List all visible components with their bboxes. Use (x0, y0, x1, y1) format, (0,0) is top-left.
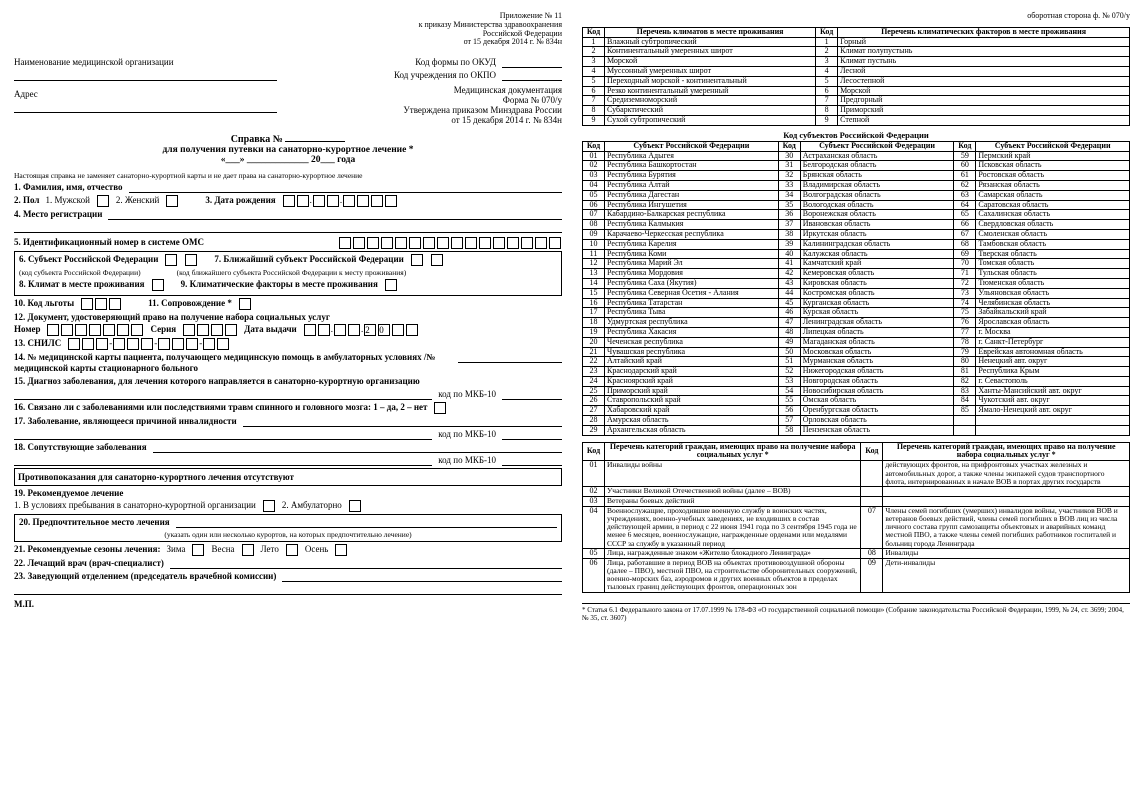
f11-label: 11. Сопровождение * (148, 298, 232, 310)
mp-label: М.П. (14, 599, 562, 609)
okpo-label: Код учреждения по ОКПО (394, 70, 496, 81)
back-corner: оборотная сторона ф. № 070/у (582, 12, 1130, 21)
doc-hdr-1: Форма № 070/у (299, 95, 562, 105)
categories-table: КодПеречень категорий граждан, имеющих п… (582, 442, 1130, 593)
f12-label: 12. Документ, удостоверяющий право на по… (14, 312, 330, 322)
note: Настоящая справка не заменяет санаторно-… (14, 171, 562, 180)
form-title: Справка № для получения путевки на санат… (14, 131, 562, 165)
escort-box[interactable] (239, 298, 251, 310)
f2a: 1. Мужской (45, 195, 89, 207)
subjects-title: Код субъектов Российской Федерации (582, 130, 1130, 140)
f18-label: 18. Сопутствующие заболевания (14, 442, 147, 453)
f7-sub: (код ближайшего субъекта Российской Феде… (177, 268, 407, 277)
f10-label: 10. Код льготы (14, 298, 74, 310)
f20-sub: (указать один или несколько курортов, на… (19, 530, 557, 539)
doc-hdr-0: Медицинская документация (299, 85, 562, 95)
f7-label: 7. Ближайший субъект Российской Федераци… (214, 254, 403, 266)
s3: Лето (261, 544, 279, 556)
f14-label: 14. № медицинской карты пациента, получа… (14, 352, 452, 374)
docnum-boxes[interactable] (46, 324, 144, 336)
female-box[interactable] (166, 195, 178, 207)
okud-label: Код формы по ОКУД (415, 57, 496, 68)
climates-table: КодПеречень климатов в месте проживания … (582, 27, 1130, 126)
org-label: Наименование медицинской организации (14, 57, 174, 68)
winter-box[interactable] (192, 544, 204, 556)
f19b: 2. Амбулаторно (282, 500, 342, 512)
docdate-boxes[interactable]: ..20 (303, 324, 420, 336)
doc-hdr-3: от 15 декабря 2014 г. № 834н (299, 115, 562, 125)
f12s: Серия (150, 324, 176, 336)
f5-label: 5. Идентификационный номер в системе ОМС (14, 237, 204, 249)
f20-label: 20. Предпочтительное место лечения (19, 517, 170, 528)
f23-label: 23. Заведующий отделением (председатель … (14, 571, 276, 582)
f9-label: 9. Климатические факторы в месте прожива… (181, 279, 378, 291)
f8-label: 8. Климат в месте проживания (19, 279, 145, 291)
doc-hdr-2: Утверждена приказом Минздрава России (299, 105, 562, 115)
f12n: Номер (14, 324, 40, 336)
inpatient-box[interactable] (263, 500, 275, 512)
f2-label: 2. Пол (14, 195, 39, 207)
spring-box[interactable] (242, 544, 254, 556)
address-label: Адрес (14, 89, 38, 100)
f3-label: 3. Дата рождения (205, 195, 275, 207)
f6-sub: (код субъекта Российской Федерации) (19, 268, 141, 277)
spine-box[interactable] (434, 402, 446, 414)
f15-label: 15. Диагноз заболевания, для лечения кот… (14, 376, 420, 387)
autumn-box[interactable] (335, 544, 347, 556)
mkb-3: код по МКБ-10 (438, 455, 496, 466)
mkb-2: код по МКБ-10 (438, 429, 496, 440)
f16-label: 16. Связано ли с заболеваниями или после… (14, 402, 427, 414)
f13-label: 13. СНИЛС (14, 338, 61, 350)
male-box[interactable] (97, 195, 109, 207)
s2: Весна (211, 544, 234, 556)
subjects-table: КодСубъект Российской Федерации КодСубъе… (582, 141, 1130, 436)
dob-boxes[interactable]: .. (282, 195, 399, 207)
s1: Зима (167, 544, 186, 556)
f6-label: 6. Субъект Российской Федерации (19, 254, 158, 266)
mkb-1: код по МКБ-10 (438, 389, 496, 400)
f17-label: 17. Заболевание, являющееся причиной инв… (14, 416, 237, 427)
summer-box[interactable] (286, 544, 298, 556)
f21-label: 21. Рекомендуемые сезоны лечения: (14, 544, 161, 556)
s4: Осень (305, 544, 329, 556)
docser-boxes[interactable] (182, 324, 238, 336)
benefit-boxes[interactable] (80, 298, 122, 310)
form-back-page: оборотная сторона ф. № 070/у КодПеречень… (576, 8, 1136, 789)
f1-label: 1. Фамилия, имя, отчество (14, 182, 123, 193)
f19a: 1. В условиях пребывания в санаторно-кур… (14, 500, 256, 512)
oms-boxes[interactable] (338, 237, 562, 249)
f4-label: 4. Место регистрации (14, 209, 102, 220)
appendix-block: Приложение № 11 к приказу Министерства з… (419, 12, 562, 47)
f12d: Дата выдачи (244, 324, 297, 336)
f19-label: 19. Рекомендуемое лечение (14, 488, 123, 499)
outpatient-box[interactable] (349, 500, 361, 512)
snils-boxes[interactable]: --- (67, 338, 230, 350)
form-front-page: Приложение № 11 к приказу Министерства з… (8, 8, 568, 789)
f22-label: 22. Лечащий врач (врач-специалист) (14, 558, 164, 569)
f2b: 2. Женский (116, 195, 159, 207)
contra-box: Противопоказания для санаторно-курортног… (14, 468, 562, 486)
footnote: * Статья 6.1 Федерального закона от 17.0… (582, 603, 1130, 622)
